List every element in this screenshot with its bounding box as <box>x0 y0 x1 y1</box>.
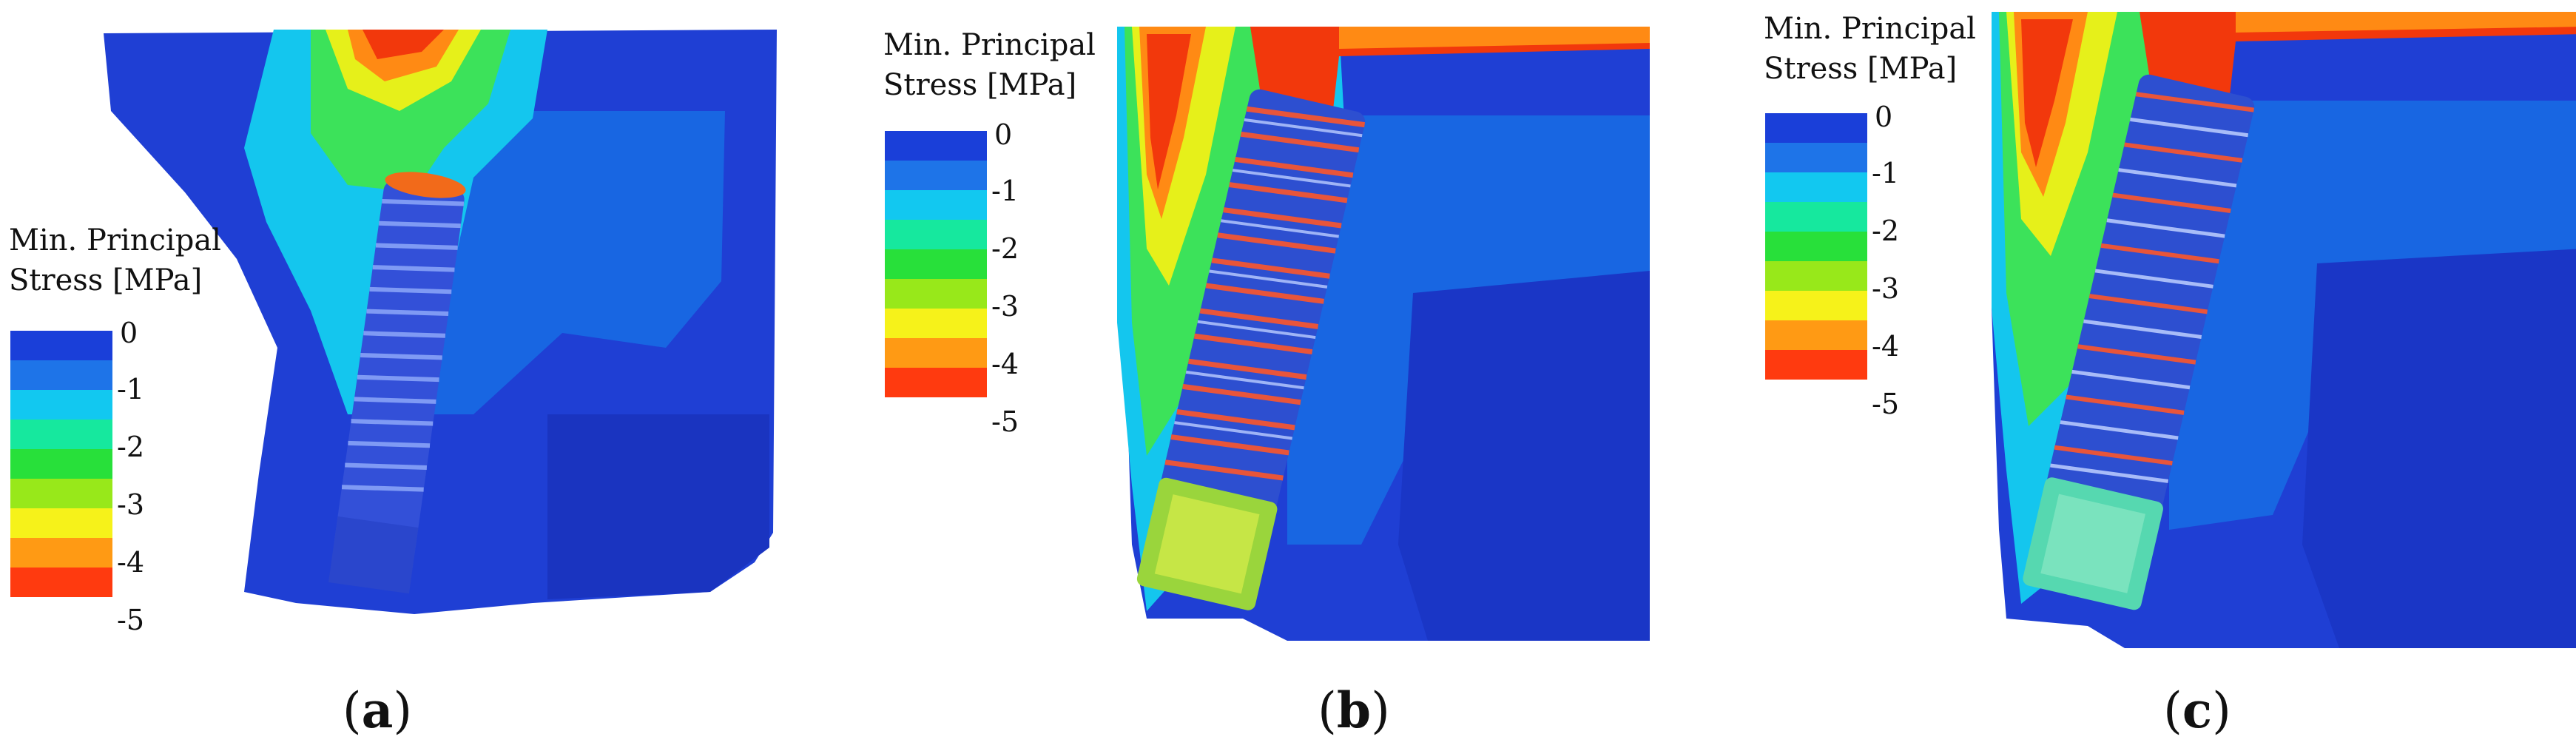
legend-title-a: Min. Principal Stress [MPa] <box>9 223 221 297</box>
legend-swatch <box>1765 261 1867 291</box>
legend-tick: -5 <box>1872 388 1900 420</box>
legend-swatch <box>885 161 987 190</box>
legend-swatch <box>10 508 112 538</box>
stress-model-a <box>104 30 777 614</box>
legend-swatch <box>885 338 987 368</box>
legend-swatch <box>1765 232 1867 261</box>
legend-tick: 0 <box>1875 101 1893 133</box>
legend-swatch <box>1765 113 1867 143</box>
legend-swatch <box>10 390 112 420</box>
legend-swatch <box>885 131 987 161</box>
panel-b: Min. Principal Stress [MPa] 0 -1 -2 -3 -… <box>851 0 1702 751</box>
legend-tick: -2 <box>991 232 1019 265</box>
legend-swatch <box>10 331 112 360</box>
legend-swatch <box>885 368 987 397</box>
legend-tick: -3 <box>117 488 145 521</box>
legend-swatch <box>1765 202 1867 232</box>
legend-colorbar-b <box>885 131 987 397</box>
legend-tick: -5 <box>117 604 145 636</box>
legend-swatch <box>1765 172 1867 202</box>
legend-swatch <box>885 279 987 309</box>
legend-swatch <box>10 420 112 449</box>
legend-tick: -1 <box>991 175 1019 207</box>
legend-swatch <box>1765 143 1867 172</box>
legend-tick: -1 <box>117 373 145 405</box>
legend-swatch <box>10 479 112 508</box>
legend-title-c: Min. Principal Stress [MPa] <box>1764 12 1976 86</box>
panel-a: Min. Principal Stress [MPa] 0 -1 -2 -3 -… <box>0 0 814 751</box>
legend-swatch <box>885 190 987 220</box>
legend-tick: -3 <box>1872 272 1900 305</box>
legend-tick: 0 <box>120 317 138 349</box>
legend-swatch <box>10 538 112 568</box>
legend-tick: -2 <box>117 431 145 463</box>
legend-swatch <box>10 360 112 390</box>
legend-tick: -2 <box>1872 215 1900 247</box>
legend-colorbar-a <box>10 331 112 597</box>
stress-model-b <box>1117 27 1650 641</box>
legend-swatch <box>885 220 987 249</box>
legend-swatch <box>10 568 112 597</box>
legend-tick: -1 <box>1872 157 1900 189</box>
legend-title-b: Min. Principal Stress [MPa] <box>883 28 1096 102</box>
legend-swatch <box>1765 350 1867 380</box>
legend-tick: -5 <box>991 405 1019 438</box>
stress-model-c <box>1992 12 2576 648</box>
legend-tick: -4 <box>1872 330 1900 363</box>
panel-label-c: (c) <box>2163 681 2231 739</box>
legend-swatch <box>1765 320 1867 350</box>
legend-colorbar-c <box>1765 113 1867 380</box>
panel-label-a: (a) <box>342 681 413 739</box>
panel-c: Min. Principal Stress [MPa] 0 -1 -2 -3 -… <box>1731 0 2576 751</box>
legend-swatch <box>1765 291 1867 320</box>
legend-swatch <box>10 449 112 479</box>
legend-tick: -4 <box>991 348 1019 380</box>
panel-label-b: (b) <box>1318 681 1390 739</box>
legend-tick: 0 <box>994 118 1013 151</box>
legend-tick: -3 <box>991 290 1019 323</box>
legend-swatch <box>885 309 987 338</box>
legend-tick: -4 <box>117 546 145 579</box>
legend-swatch <box>885 249 987 279</box>
